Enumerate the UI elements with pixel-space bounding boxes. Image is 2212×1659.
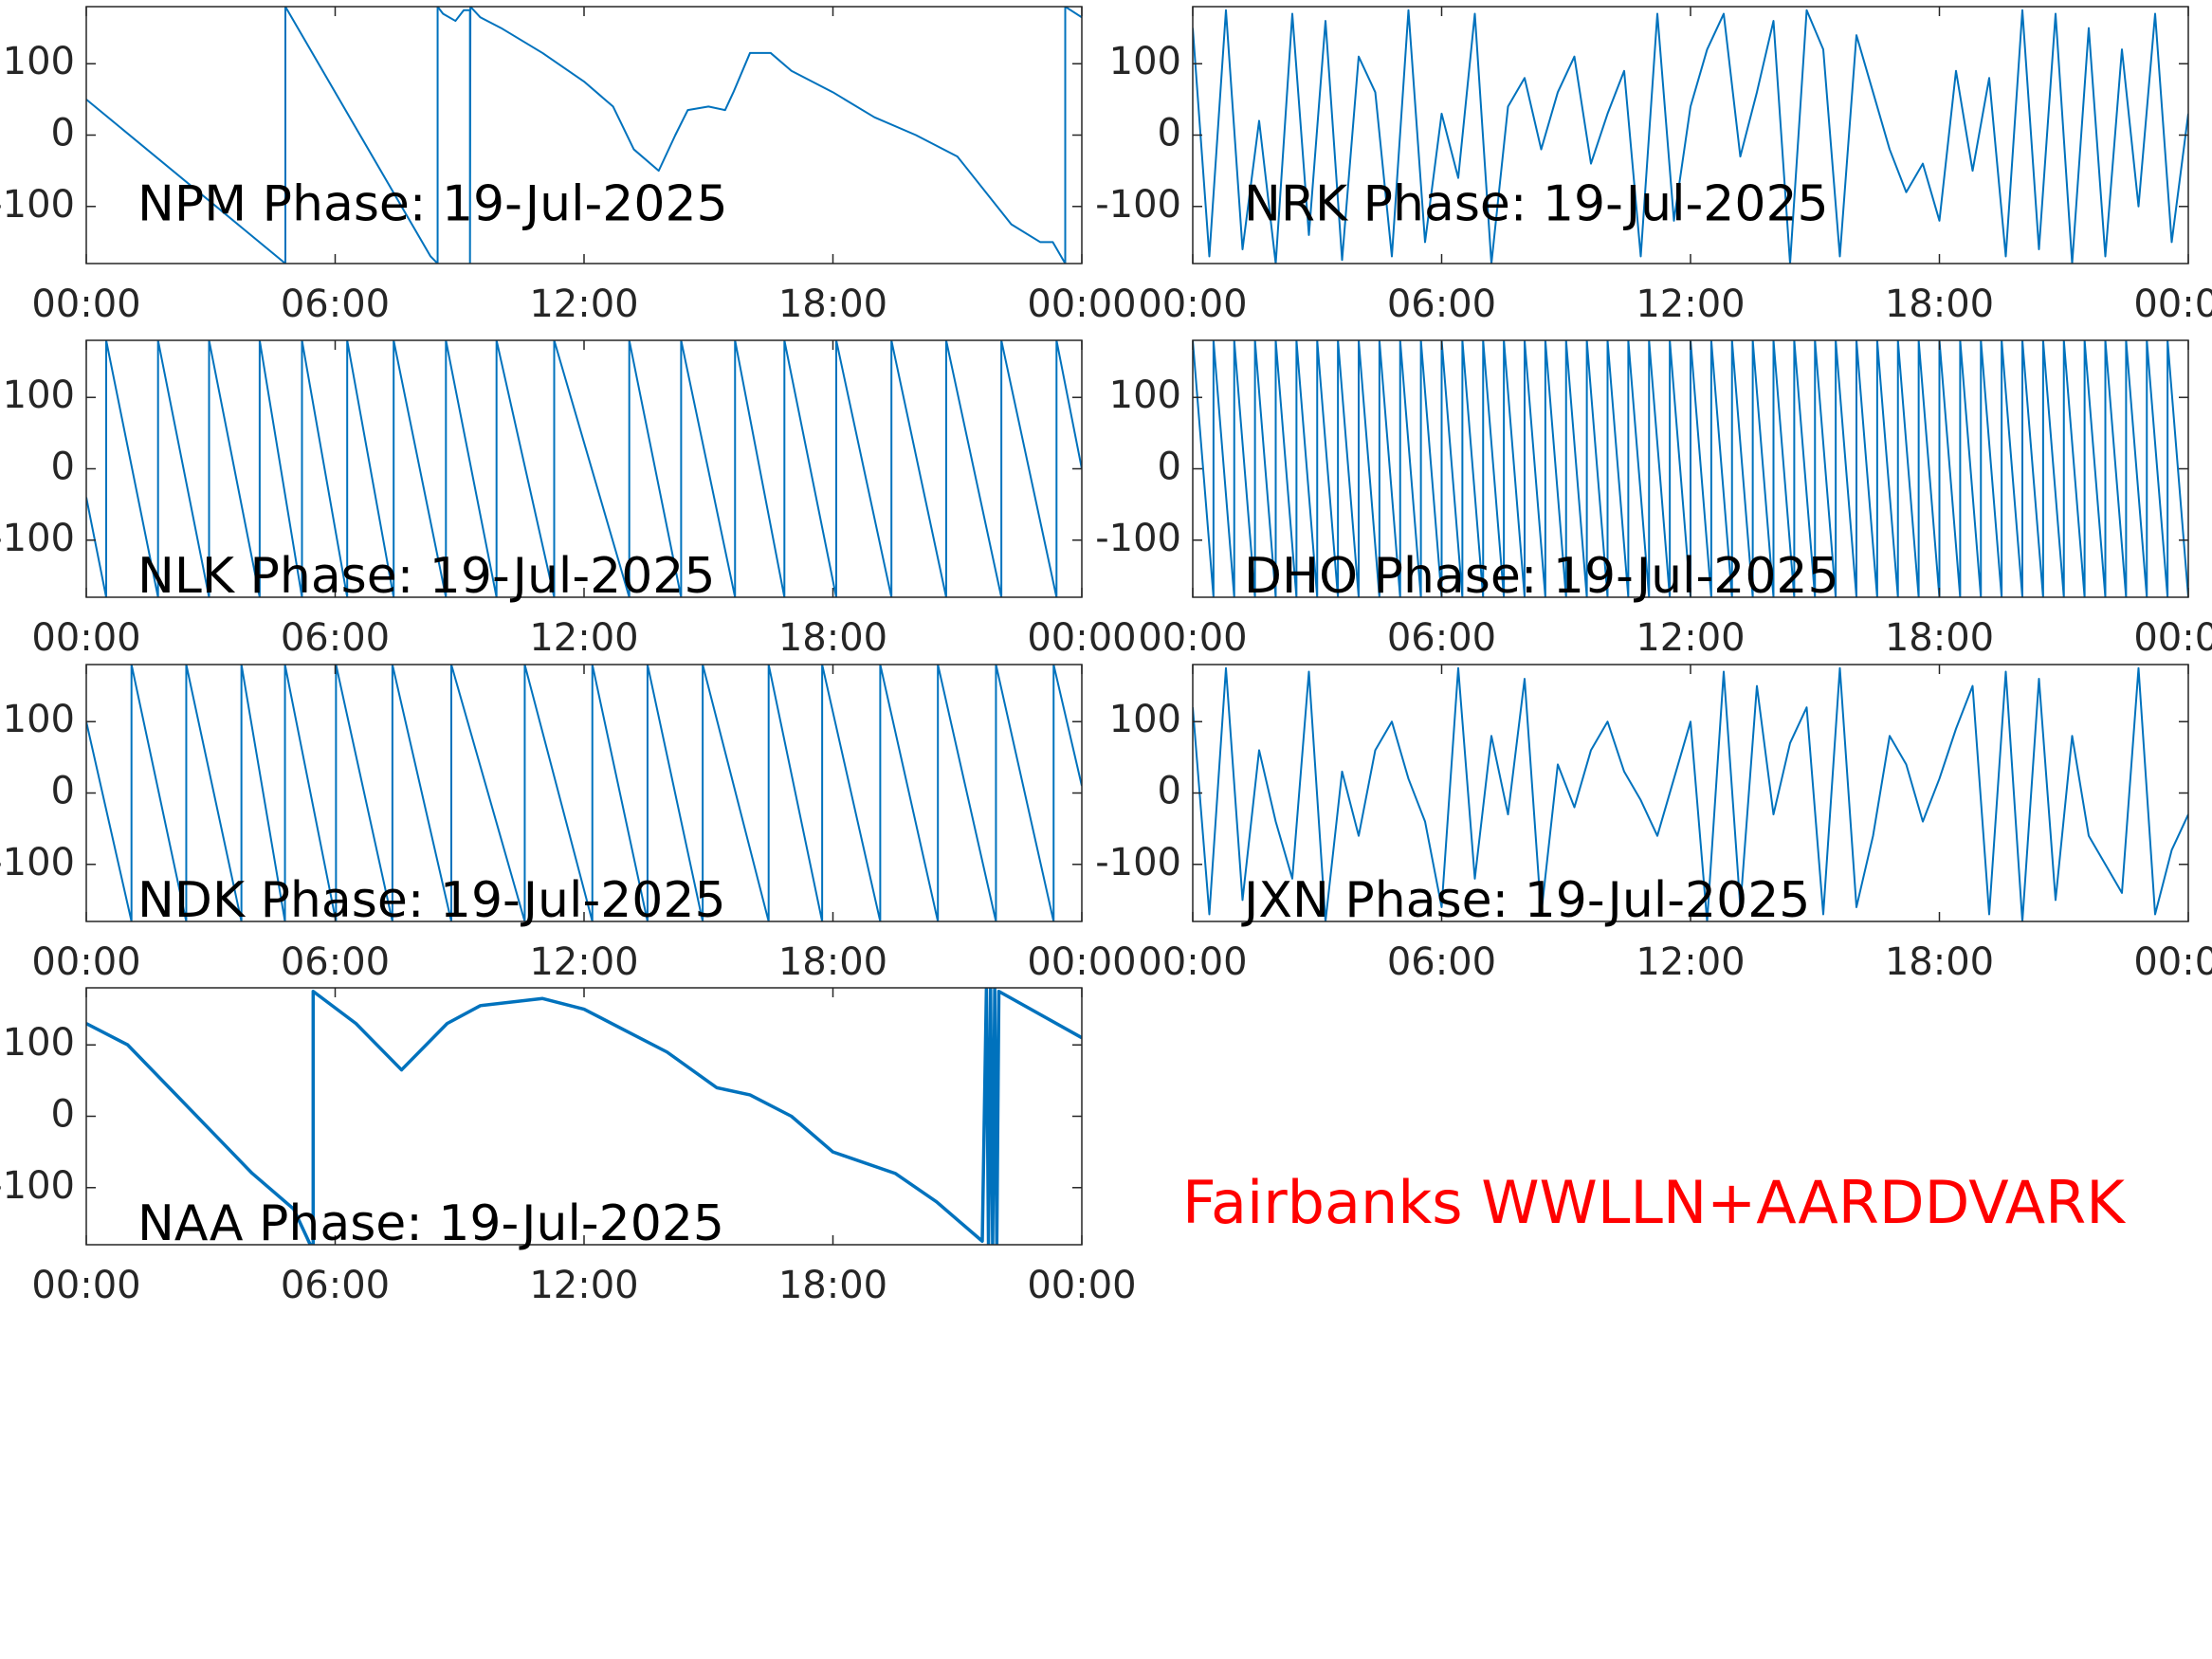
y-tick-label: 0 [51,112,75,155]
y-tick-label: 0 [51,446,75,489]
x-tick-label: 00:00 [1027,1264,1136,1307]
x-tick-label: 18:00 [1885,940,1994,984]
x-tick-label: 06:00 [281,940,390,984]
x-tick-label: 00:00 [31,940,140,984]
x-tick-label: 06:00 [281,283,390,326]
phase-line [1193,666,2188,921]
x-tick-label: 06:00 [281,1264,390,1307]
chart-title: NPM Phase: 19-Jul-2025 [137,175,728,232]
x-tick-label: 12:00 [1636,283,1745,326]
x-tick-label: 06:00 [1387,940,1496,984]
x-tick-label: 12:00 [1636,616,1745,660]
x-tick-label: 12:00 [529,1264,638,1307]
x-tick-label: 00:00 [1138,940,1247,984]
y-tick-label: -100 [1095,517,1181,560]
x-tick-label: 06:00 [1387,616,1496,660]
x-tick-label: 00:00 [1027,283,1136,326]
y-tick-label: 0 [51,770,75,813]
x-tick-label: 00:00 [1138,283,1247,326]
y-tick-label: -100 [1095,183,1181,227]
x-tick-label: 18:00 [1885,616,1994,660]
chart-title: DHO Phase: 19-Jul-2025 [1244,548,1839,605]
x-tick-label: 00:00 [1027,940,1136,984]
phase-line [86,988,1082,1245]
y-tick-label: 100 [3,40,75,83]
x-tick-label: 12:00 [529,283,638,326]
y-tick-label: -100 [0,841,75,884]
x-tick-label: 00:00 [2133,616,2212,660]
chart-title: NDK Phase: 19-Jul-2025 [137,872,726,929]
annotation: Fairbanks WWLLN+AARDDVARK [1182,1168,2126,1237]
chart-title: JXN Phase: 19-Jul-2025 [1241,872,1810,929]
phase-line [86,340,1082,597]
x-tick-label: 18:00 [778,283,887,326]
x-tick-label: 00:00 [2133,283,2212,326]
x-tick-label: 00:00 [1138,616,1247,660]
x-tick-label: 18:00 [778,616,887,660]
x-tick-label: 12:00 [529,940,638,984]
y-tick-label: 100 [3,698,75,741]
x-tick-label: 00:00 [31,616,140,660]
y-tick-label: -100 [1095,841,1181,884]
chart-title: NLK Phase: 19-Jul-2025 [137,548,715,605]
y-tick-label: 100 [3,1021,75,1065]
chart-title: NRK Phase: 19-Jul-2025 [1244,175,1829,232]
y-tick-label: 100 [1109,374,1181,417]
x-tick-label: 06:00 [281,616,390,660]
phase-line [1193,9,2188,264]
y-tick-label: -100 [0,183,75,227]
x-tick-label: 18:00 [778,940,887,984]
phase-line [86,665,1082,921]
y-tick-label: 0 [1158,770,1181,813]
phase-line [1193,340,2188,597]
x-tick-label: 00:00 [31,1264,140,1307]
phase-line [86,7,1082,264]
x-tick-label: 00:00 [1027,616,1136,660]
x-tick-label: 00:00 [31,283,140,326]
chart-title: NAA Phase: 19-Jul-2025 [137,1195,724,1252]
x-tick-label: 00:00 [2133,940,2212,984]
x-tick-label: 12:00 [1636,940,1745,984]
y-tick-label: 100 [1109,40,1181,83]
y-tick-label: 100 [1109,698,1181,741]
y-tick-label: 0 [1158,112,1181,155]
x-tick-label: 12:00 [529,616,638,660]
y-tick-label: -100 [0,1164,75,1208]
y-tick-label: 0 [1158,446,1181,489]
y-tick-label: -100 [0,517,75,560]
y-tick-label: 0 [51,1093,75,1137]
y-tick-label: 100 [3,374,75,417]
x-tick-label: 18:00 [1885,283,1994,326]
x-tick-label: 06:00 [1387,283,1496,326]
x-tick-label: 18:00 [778,1264,887,1307]
